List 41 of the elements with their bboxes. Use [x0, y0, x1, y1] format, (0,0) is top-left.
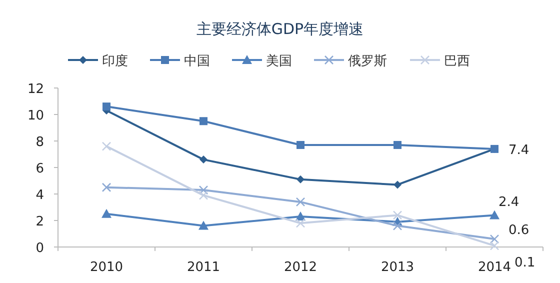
point [296, 197, 306, 207]
y-tick-label: 12 [27, 82, 44, 97]
point [102, 142, 112, 151]
data-label: 7.4 [508, 142, 530, 158]
point [102, 102, 110, 111]
chart-title: 主要经济体GDP年度增速 [196, 20, 364, 38]
point [200, 156, 208, 164]
x-tick-label: 2013 [380, 260, 414, 275]
data-label: 0.6 [508, 223, 530, 238]
data-label: 2.4 [498, 195, 520, 210]
x-tick-label: 2011 [186, 260, 220, 275]
point [198, 220, 208, 230]
point [296, 218, 306, 228]
point [200, 117, 208, 126]
point [102, 182, 112, 192]
y-tick-label: 2 [36, 214, 44, 230]
point [392, 221, 402, 230]
y-tick-label: 10 [27, 108, 44, 124]
point [394, 140, 402, 149]
y-tick-label: 4 [36, 188, 44, 203]
legend-label: 印度 [102, 53, 128, 69]
y-tick-label: 8 [36, 135, 44, 150]
legend-label: 美国 [266, 53, 292, 69]
legend-label: 俄罗斯 [348, 54, 387, 69]
legend-label: 中国 [184, 54, 210, 69]
x-tick-label: 2014 [478, 260, 512, 275]
point [296, 175, 304, 184]
y-tick-label: 6 [36, 162, 44, 176]
point [102, 208, 112, 218]
point [392, 210, 402, 220]
point [490, 241, 500, 250]
x-tick-label: 2012 [284, 260, 318, 275]
point [490, 210, 500, 220]
y-tick-label: 0 [36, 241, 44, 256]
legend-label: 巴西 [444, 54, 470, 69]
point [296, 140, 304, 149]
data-label: 0.1 [514, 256, 536, 271]
x-tick-label: 2010 [90, 260, 124, 275]
point [198, 190, 208, 200]
point [490, 234, 500, 244]
point [394, 180, 402, 189]
